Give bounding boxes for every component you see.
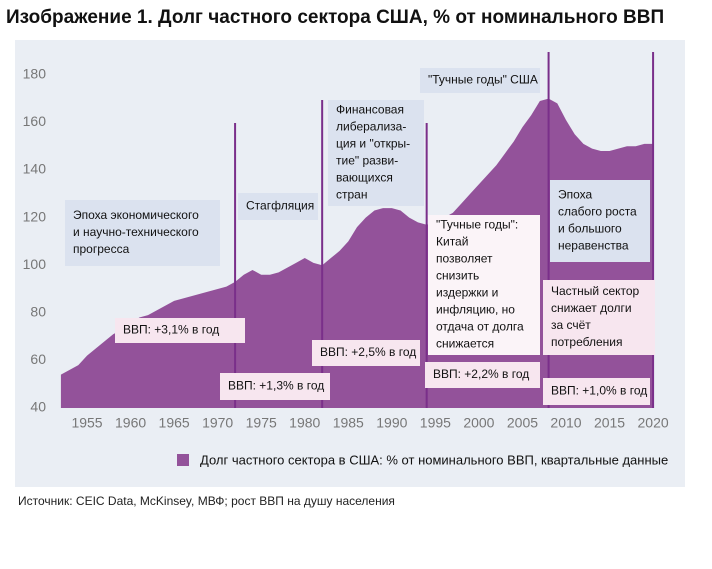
x-tick-label: 2020 [638,415,669,431]
annotation-text: издержки и [436,286,498,300]
chart-title: Изображение 1. Долг частного сектора США… [6,7,664,28]
x-tick-label: 2015 [594,415,625,431]
annotation-text: Китай [436,235,468,249]
x-tick-label: 1975 [246,415,277,431]
annotation-text: ция и "откры- [336,137,410,151]
x-tick-label: 1995 [420,415,451,431]
annotation-box [328,100,424,206]
y-tick-label: 40 [30,399,46,415]
annotation-text: "Тучные годы": [436,218,518,232]
annotation-text: потребления [551,335,622,349]
annotation-text: Эпоха [558,188,593,202]
annotation-box [115,318,245,343]
y-tick-label: 160 [23,113,47,129]
source: Источник: CEIC Data, McKinsey, МВФ; рост… [18,494,395,508]
legend-label: Долг частного сектора в США: % от номина… [200,452,668,467]
x-tick-label: 1960 [115,415,146,431]
y-tick-label: 180 [23,66,47,82]
annotation-box [425,362,540,388]
annotation-text: снизить [436,269,479,283]
annotation-text: слабого роста [558,205,637,219]
x-tick-label: 1990 [376,415,407,431]
annotation-text: стран [336,188,367,202]
y-tick-label: 140 [23,161,47,177]
annotation-text: либерализа- [336,120,406,134]
x-tick-label: 2010 [550,415,581,431]
annotation-text: вающихся [336,171,393,185]
annotation-box [220,373,330,400]
x-tick-label: 1980 [289,415,320,431]
annotation-text: ВВП: +2,2% в год [433,367,529,381]
annotation-text: тие" разви- [336,154,398,168]
y-tick-label: 80 [30,304,46,320]
y-tick-label: 60 [30,351,46,367]
legend-swatch [177,454,189,466]
annotation-box [428,215,540,355]
annotation-text: снижается [436,337,494,351]
annotation-text: ВВП: +3,1% в год [123,323,219,337]
annotation-text: ВВП: +1,3% в год [228,379,324,393]
annotation-text: позволяет [436,252,493,266]
annotation-text: инфляцию, но [436,303,515,317]
y-tick-label: 120 [23,208,47,224]
annotation-text: Стагфляция [246,199,314,213]
annotation-box [543,378,650,405]
x-tick-label: 1985 [333,415,364,431]
annotation-text: снижает долги [551,301,632,315]
annotation-box [65,200,220,266]
annotation-text: и большого [558,222,622,236]
y-tick-label: 100 [23,256,47,272]
annotation-box [312,340,420,366]
annotation-text: Эпоха экономического [73,208,199,222]
annotation-text: ВВП: +1,0% в год [551,384,647,398]
annotation-box [543,280,655,355]
annotation-text: за счёт [551,318,591,332]
annotation-text: ВВП: +2,5% в год [320,345,416,359]
annotation-box [420,68,540,93]
annotation-text: неравенства [558,239,629,253]
annotation-box [238,193,318,220]
x-tick-label: 1965 [159,415,190,431]
x-tick-label: 2005 [507,415,538,431]
annotation-text: прогресса [73,242,130,256]
x-tick-label: 1970 [202,415,233,431]
annotation-text: Частный сектор [551,284,640,298]
x-tick-label: 1955 [71,415,102,431]
annotation-text: и научно-технического [73,225,199,239]
x-tick-label: 2000 [463,415,494,431]
annotation-text: отдача от долга [436,320,524,334]
annotation-text: Финансовая [336,103,404,117]
annotation-box [550,180,650,262]
annotation-text: "Тучные годы" США [428,73,538,87]
